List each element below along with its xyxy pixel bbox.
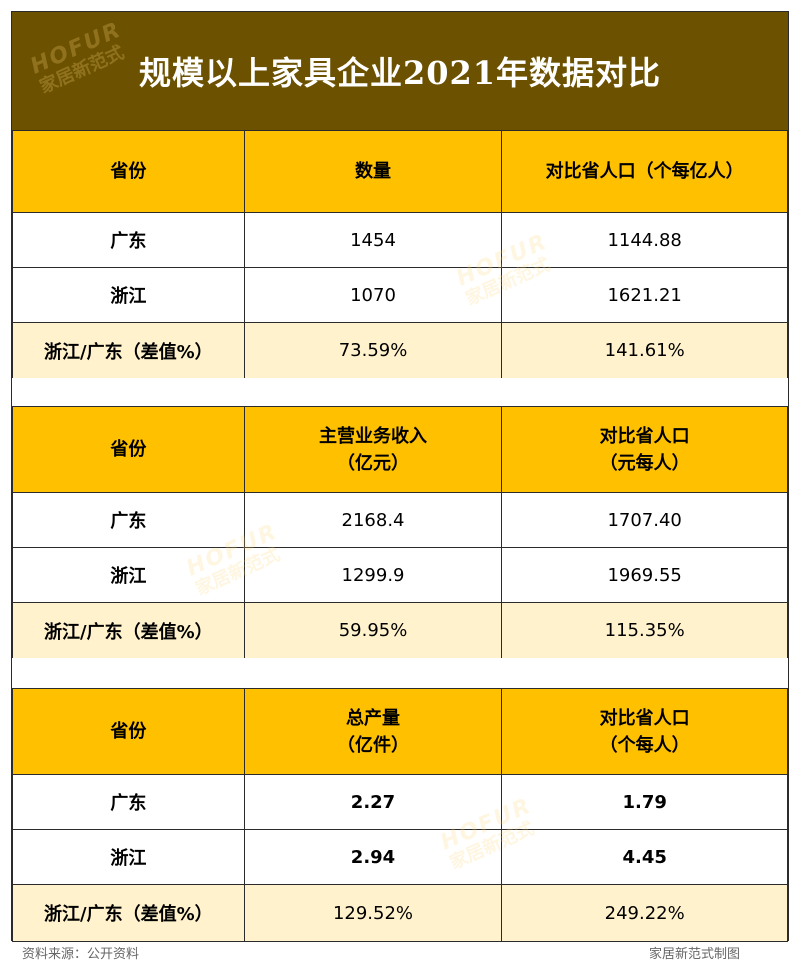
table-row: 广东 1454 1144.88 — [12, 212, 788, 268]
header-province: 省份 — [12, 406, 245, 493]
per-capita-cell: 4.45 — [501, 829, 788, 885]
table-revenue: 省份 主营业务收入 （亿元） 对比省人口 （元每人） 广东 2168.4 1707.… — [12, 406, 788, 659]
ratio-per-capita: 249.22% — [501, 884, 788, 942]
ratio-per-capita: 115.35% — [501, 602, 788, 659]
province-cell: 广东 — [12, 774, 245, 830]
per-capita-cell: 1.79 — [501, 774, 788, 830]
province-cell: 广东 — [12, 212, 245, 268]
ratio-row: 浙江/广东（差值%） 129.52% 249.22% — [12, 884, 788, 942]
page-title: 规模以上家具企业2021年数据对比 — [138, 54, 662, 92]
ratio-label: 浙江/广东（差值%） — [12, 602, 245, 659]
comparison-sheet: HOFUR 家居新范式 规模以上家具企业2021年数据对比 省份 数量 对比省人… — [11, 11, 789, 942]
table-row: 浙江 1299.9 1969.55 — [12, 547, 788, 603]
title-banner: HOFUR 家居新范式 规模以上家具企业2021年数据对比 — [12, 12, 788, 130]
ratio-value: 73.59% — [243, 322, 503, 379]
value-cell: 1299.9 — [243, 547, 503, 603]
table-count: 省份 数量 对比省人口（个每亿人） 广东 1454 1144.88 浙江 107… — [12, 130, 788, 379]
header-province: 省份 — [12, 130, 245, 213]
per-capita-cell: 1144.88 — [501, 212, 788, 268]
table-row: 浙江 2.94 4.45 — [12, 829, 788, 885]
per-capita-cell: 1621.21 — [501, 267, 788, 323]
ratio-value: 59.95% — [243, 602, 503, 659]
table-spacer — [12, 658, 788, 686]
header-per-capita: 对比省人口（个每亿人） — [501, 130, 788, 213]
table-output: 省份 总产量 （亿件） 对比省人口 （个每人） 广东 2.27 1.79 浙江 2.… — [12, 688, 788, 942]
value-cell: 2168.4 — [243, 492, 503, 548]
header-per-capita: 对比省人口 （元每人） — [501, 406, 788, 493]
header-row: 省份 主营业务收入 （亿元） 对比省人口 （元每人） — [12, 406, 788, 493]
table-row: 浙江 1070 1621.21 — [12, 267, 788, 323]
value-cell: 2.94 — [243, 829, 503, 885]
header-value: 数量 — [243, 130, 503, 213]
province-cell: 浙江 — [12, 267, 245, 323]
ratio-label: 浙江/广东（差值%） — [12, 322, 245, 379]
per-capita-cell: 1969.55 — [501, 547, 788, 603]
header-per-capita: 对比省人口 （个每人） — [501, 688, 788, 775]
ratio-per-capita: 141.61% — [501, 322, 788, 379]
header-row: 省份 数量 对比省人口（个每亿人） — [12, 130, 788, 213]
ratio-label: 浙江/广东（差值%） — [12, 884, 245, 942]
ratio-value: 129.52% — [243, 884, 503, 942]
province-cell: 广东 — [12, 492, 245, 548]
table-row: 广东 2.27 1.79 — [12, 774, 788, 830]
header-value: 主营业务收入 （亿元） — [243, 406, 503, 493]
per-capita-cell: 1707.40 — [501, 492, 788, 548]
watermark-logo: HOFUR 家居新范式 — [26, 17, 128, 98]
province-cell: 浙江 — [12, 829, 245, 885]
value-cell: 2.27 — [243, 774, 503, 830]
header-value: 总产量 （亿件） — [243, 688, 503, 775]
footer: 资料来源：公开资料 家居新范式制图 — [0, 941, 800, 977]
header-row: 省份 总产量 （亿件） 对比省人口 （个每人） — [12, 688, 788, 775]
table-spacer — [12, 378, 788, 406]
credit-note: 家居新范式制图 — [648, 947, 740, 962]
table-row: 广东 2168.4 1707.40 — [12, 492, 788, 548]
value-cell: 1070 — [243, 267, 503, 323]
ratio-row: 浙江/广东（差值%） 73.59% 141.61% — [12, 322, 788, 379]
source-note: 资料来源：公开资料 — [22, 947, 140, 962]
ratio-row: 浙江/广东（差值%） 59.95% 115.35% — [12, 602, 788, 659]
value-cell: 1454 — [243, 212, 503, 268]
header-province: 省份 — [12, 688, 245, 775]
province-cell: 浙江 — [12, 547, 245, 603]
